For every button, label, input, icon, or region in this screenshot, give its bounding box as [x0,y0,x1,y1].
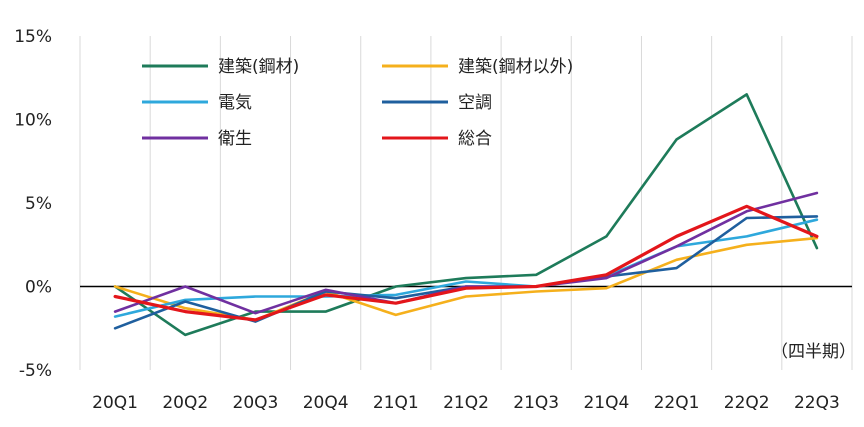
x-tick-label: 20Q3 [233,393,279,413]
series-line [113,93,819,337]
legend-item: 建築(鋼材) [142,57,299,77]
x-tick-label: 21Q1 [373,393,419,413]
x-tick-label: 22Q1 [654,393,700,413]
series-line [113,191,819,315]
y-tick-label: 0% [25,278,52,298]
period-note: （四半期） [771,342,856,362]
y-axis-ticks: 15% 10% 5% 0% -5% [14,27,52,381]
series-line [113,218,819,318]
x-tick-label: 21Q2 [443,393,489,413]
series-3 [113,218,819,318]
legend-label: 衛生 [218,129,252,149]
x-tick-label: 22Q3 [794,393,840,413]
legend-label: 建築(鋼材以外) [458,57,573,77]
y-tick-label: -5% [19,361,52,381]
legend-item: 総合 [382,129,492,149]
y-tick-label: 15% [14,27,52,47]
series-lines [113,93,819,337]
x-axis-ticks: 20Q1 20Q2 20Q3 20Q4 21Q1 21Q2 21Q3 21Q4 22Q1 22Q2… [92,393,840,413]
legend-item: 建築(鋼材以外) [382,57,573,77]
y-tick-label: 5% [25,194,52,214]
y-tick-label: 10% [14,111,52,131]
series-1 [113,93,819,337]
x-tick-label: 21Q4 [583,393,629,413]
x-tick-label: 20Q2 [162,393,208,413]
series-line [113,204,819,322]
series-5 [113,191,819,315]
series-6 [113,204,819,322]
legend-label: 総合 [458,129,492,149]
legend-item: 衛生 [142,129,252,149]
x-tick-label: 20Q1 [92,393,138,413]
legend-item: 電気 [142,93,252,113]
x-tick-label: 21Q3 [513,393,559,413]
x-tick-label: 22Q2 [724,393,770,413]
gridlines [79,36,853,370]
legend-item: 空調 [382,93,492,113]
legend-label: 空調 [458,93,492,113]
legend-label: 建築(鋼材) [218,57,299,77]
legend-label: 電気 [218,93,252,113]
x-tick-label: 20Q4 [303,393,349,413]
